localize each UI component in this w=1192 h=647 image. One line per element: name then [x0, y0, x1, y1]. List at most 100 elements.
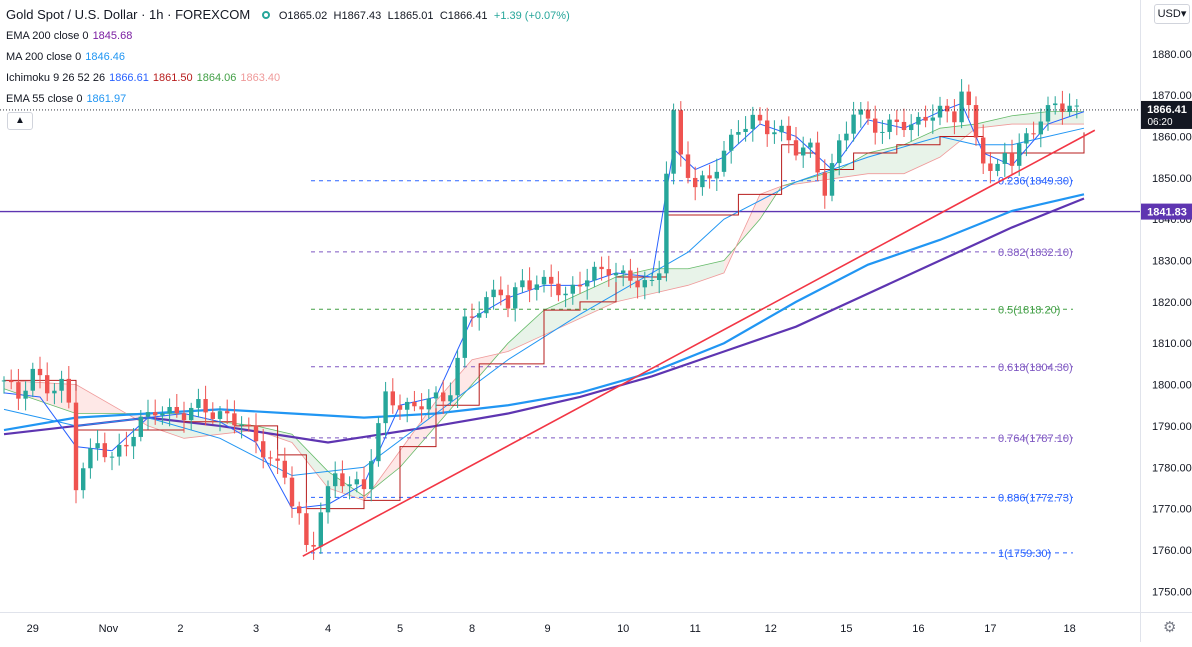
candle-body — [988, 163, 993, 171]
y-tick-label: 1870.00 — [1152, 90, 1192, 102]
x-tick-label: 5 — [397, 623, 403, 635]
candle-body — [923, 116, 928, 121]
candle-body — [261, 441, 266, 458]
candle-body — [822, 172, 827, 196]
y-tick-label: 1750.00 — [1152, 586, 1192, 598]
indicator-row[interactable]: EMA 200 close 0 1845.68 — [6, 25, 570, 46]
candle-body — [369, 461, 374, 490]
candle-body — [772, 132, 777, 135]
candle-body — [930, 117, 935, 121]
fib-level-label: 0.886(1772.73) — [998, 492, 1073, 504]
candle-body — [865, 109, 871, 119]
candle-body — [909, 124, 914, 131]
indicator-value: 1861.50 — [152, 72, 193, 84]
candle-body — [52, 390, 57, 394]
candle-body — [556, 283, 561, 296]
x-tick-label: 9 — [545, 623, 551, 635]
candle-body — [657, 273, 662, 280]
candle-body — [750, 114, 755, 129]
candle-body — [808, 142, 813, 148]
senkou-span-a — [3, 111, 1084, 497]
candle-body — [995, 163, 1000, 171]
x-tick-label: 29 — [27, 623, 39, 635]
candle-body — [700, 175, 705, 188]
x-tick-label: 4 — [325, 623, 331, 635]
candle-body — [743, 128, 748, 132]
candle-body — [145, 412, 151, 417]
candle-body — [426, 398, 431, 410]
kijun-line — [4, 132, 1085, 510]
collapse-legend-button[interactable]: ▲ — [7, 112, 33, 130]
candle-body — [325, 486, 331, 513]
kumo-segment — [544, 293, 580, 335]
candle-body — [937, 105, 943, 118]
currency-selector[interactable]: USD▾ — [1154, 4, 1190, 24]
candle-body — [757, 114, 763, 121]
ohlc-change: +1.39 (+0.07%) — [493, 10, 570, 22]
candle-body — [1067, 105, 1072, 112]
indicator-row[interactable]: MA 200 close 0 1846.46 — [6, 46, 570, 67]
candle-body — [649, 279, 655, 281]
kumo-segment — [400, 401, 436, 468]
candle-body — [66, 378, 71, 403]
y-tick-label: 1820.00 — [1152, 297, 1192, 309]
indicator-name: MA 200 close 0 — [6, 51, 82, 63]
candle-body — [397, 405, 403, 410]
candle-body — [858, 109, 863, 115]
indicator-value: 1846.46 — [85, 51, 125, 63]
ohlc-open: O1865.02 — [278, 10, 328, 22]
candle-body — [729, 134, 734, 151]
candle-body — [1017, 143, 1022, 166]
chevron-up-icon: ▲ — [15, 115, 25, 126]
candle-body — [138, 416, 143, 437]
candle-body — [131, 436, 136, 447]
candle-body — [441, 392, 446, 402]
candle-body — [498, 289, 503, 296]
candle-body — [621, 270, 626, 274]
symbol-row: Gold Spot / U.S. Dollar · 1h · FOREXCOM … — [6, 4, 570, 25]
candle-body — [570, 284, 575, 294]
fib-level-label: 0.618(1804.30) — [998, 362, 1073, 374]
indicator-row[interactable]: EMA 55 close 0 1861.97 — [6, 88, 570, 109]
support-price-label: 1841.83 — [1147, 207, 1187, 219]
symbol-title[interactable]: Gold Spot / U.S. Dollar · 1h · FOREXCOM — [6, 7, 251, 22]
candle-body — [484, 297, 489, 314]
candle-body — [102, 443, 107, 458]
candle-body — [685, 154, 691, 178]
candle-body — [1024, 133, 1029, 144]
candle-body — [786, 125, 791, 141]
candle-body — [1002, 153, 1007, 164]
ohlc-close: C1866.41 — [439, 10, 488, 22]
indicator-row[interactable]: Ichimoku 9 26 52 26 1866.61 1861.50 1864.06… — [6, 67, 570, 88]
candle-body — [196, 399, 201, 408]
candle-body — [505, 295, 511, 309]
candle-body — [945, 105, 950, 112]
candle-body — [37, 368, 43, 376]
candle-body — [577, 284, 583, 287]
candle-body — [642, 280, 647, 288]
ohlc-high: H1867.43 — [333, 10, 382, 22]
gear-icon[interactable]: ⚙ — [1163, 619, 1177, 636]
fib-level-label: 0.5(1818.20) — [998, 304, 1060, 316]
kumo-segment — [904, 128, 940, 174]
candle-body — [563, 293, 568, 296]
candle-body — [153, 412, 158, 416]
candle-body — [714, 171, 719, 179]
candle-body — [736, 131, 741, 135]
candle-body — [160, 413, 165, 416]
y-tick-label: 1850.00 — [1152, 173, 1192, 185]
candle-body — [1045, 105, 1051, 122]
y-tick-label: 1810.00 — [1152, 338, 1192, 350]
candle-body — [844, 133, 849, 141]
candle-body — [477, 313, 482, 318]
kumo-segment — [652, 268, 688, 294]
candle-body — [45, 375, 50, 394]
candle-body — [253, 425, 259, 442]
candle-body — [289, 477, 295, 507]
candle-body — [217, 411, 223, 419]
candle-body — [81, 468, 86, 491]
indicator-value: 1866.61 — [109, 72, 149, 84]
candle-body — [405, 401, 410, 410]
